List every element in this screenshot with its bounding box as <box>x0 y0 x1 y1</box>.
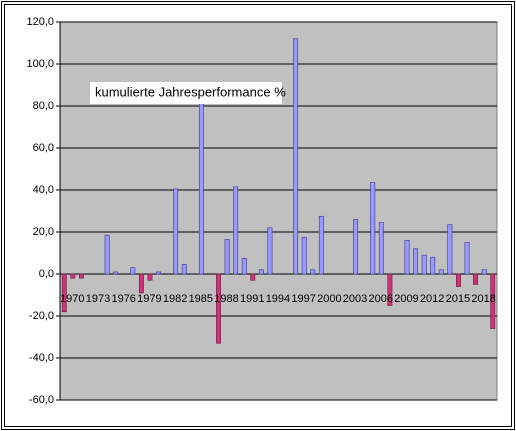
x-tick-label: 1985 <box>189 293 213 305</box>
y-tick-label: 40,0 <box>33 184 54 196</box>
bar <box>370 182 376 275</box>
bar <box>310 269 316 275</box>
x-tick-label: 2009 <box>394 293 418 305</box>
bar <box>147 273 153 281</box>
annotation: kumulierte Jahresperformance % <box>95 84 286 99</box>
bar <box>156 271 161 275</box>
y-tick-label: 80,0 <box>33 100 54 112</box>
y-tick-label: 20,0 <box>33 226 54 238</box>
bar <box>473 273 479 285</box>
bar <box>490 273 496 329</box>
bar <box>181 264 187 275</box>
x-tick-label: 1991 <box>240 293 264 305</box>
bar <box>421 254 427 275</box>
bar <box>301 236 307 275</box>
x-tick-label: 1997 <box>291 293 315 305</box>
annotation-box <box>90 82 282 104</box>
bar <box>130 267 136 275</box>
bar <box>78 273 84 279</box>
bar <box>241 257 247 275</box>
x-tick-label: 2003 <box>343 293 367 305</box>
bar <box>318 215 324 275</box>
x-tick-label: 1994 <box>266 293 290 305</box>
bar <box>113 271 119 275</box>
x-tick-label: 2012 <box>420 293 444 305</box>
bar <box>267 227 273 275</box>
bar <box>293 38 299 275</box>
bar <box>138 273 144 294</box>
x-tick-label: 1982 <box>163 293 187 305</box>
bar <box>70 273 76 279</box>
y-tick-label: 120,0 <box>26 16 54 28</box>
x-tick-label: 2006 <box>369 293 393 305</box>
bar <box>438 269 444 275</box>
x-tick-label: 2018 <box>471 293 495 305</box>
bar <box>61 273 67 313</box>
y-tick-label: 100,0 <box>26 58 54 70</box>
bar <box>258 269 264 275</box>
bar <box>413 248 419 275</box>
bar <box>387 273 393 306</box>
x-tick-label: 1976 <box>111 293 135 305</box>
x-tick-label: 2015 <box>446 293 470 305</box>
x-tick-label: 1973 <box>86 293 110 305</box>
bar <box>404 240 410 275</box>
x-tick-label: 1979 <box>137 293 161 305</box>
y-tick-label: -40,0 <box>29 352 54 364</box>
x-tick-label: 2000 <box>317 293 341 305</box>
bar <box>378 222 384 275</box>
bar <box>250 273 256 281</box>
bar <box>447 224 453 275</box>
bar <box>216 273 221 344</box>
bar <box>224 239 230 275</box>
x-tick-label: 1970 <box>60 293 84 305</box>
bar <box>464 242 470 275</box>
bar <box>233 186 239 275</box>
y-tick-label: -60,0 <box>29 394 54 406</box>
y-tick-label: -20,0 <box>29 310 54 322</box>
frame-inner <box>4 4 512 427</box>
bar <box>455 273 461 287</box>
y-tick-label: 60,0 <box>33 142 54 154</box>
y-tick-label: 0,0 <box>39 268 54 280</box>
plot-area <box>59 21 498 401</box>
bar <box>104 234 110 275</box>
x-tick-label: 1988 <box>214 293 238 305</box>
bar <box>481 269 487 275</box>
bar <box>198 101 204 275</box>
bar <box>353 219 359 275</box>
bar <box>173 188 179 275</box>
bar <box>430 256 436 275</box>
